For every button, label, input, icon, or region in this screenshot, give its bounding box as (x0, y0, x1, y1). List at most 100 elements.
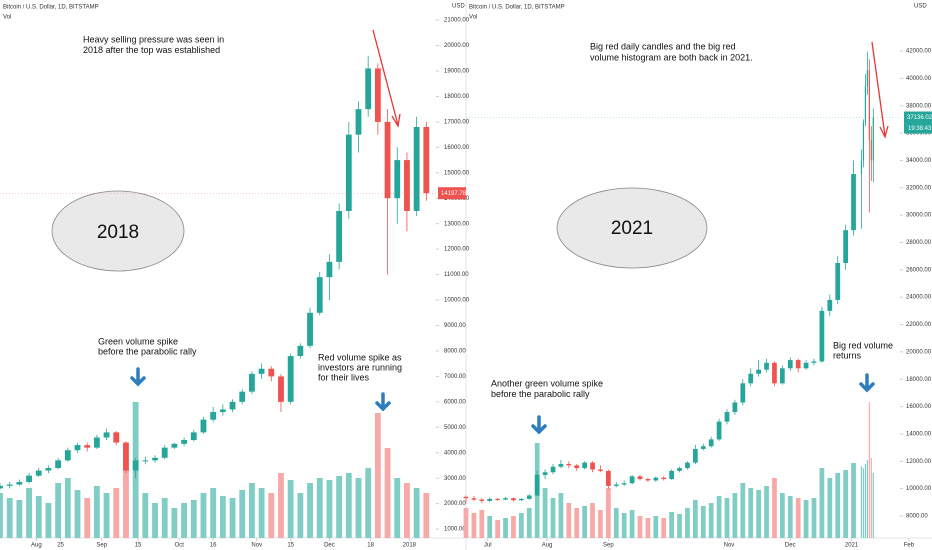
candle-body (16, 482, 23, 485)
volume-bar (26, 488, 32, 538)
candle-body (511, 498, 516, 501)
volume-bar (336, 476, 343, 538)
annotation: before the parabolic rally (491, 389, 590, 399)
x-tick-label: Nov (251, 543, 262, 549)
candle-body (558, 464, 564, 467)
candle-body (629, 476, 635, 484)
blue-arrows (130, 367, 875, 435)
candle-body (200, 419, 207, 433)
x-tick-label: Feb (904, 543, 915, 549)
candle-body (550, 466, 556, 473)
candle-body (779, 368, 785, 384)
candle-body (756, 369, 762, 374)
y-tick-label: 16000.00 (906, 404, 932, 410)
volume-bar (142, 493, 149, 538)
candle-body (872, 117, 874, 161)
year-ellipse (556, 187, 708, 269)
x-tick-label: Aug (542, 543, 553, 549)
volume-bar (772, 478, 777, 538)
volume-bar (258, 488, 265, 538)
candle-body (851, 174, 856, 231)
volume-bar (463, 508, 469, 538)
candle-body (394, 160, 401, 199)
candle-body (862, 122, 865, 161)
candle-body (598, 469, 603, 471)
volume-bar (669, 512, 675, 538)
volume-bar (590, 503, 595, 538)
volume-bar (716, 496, 722, 538)
volume-bar (249, 483, 255, 538)
volume-bar (374, 413, 381, 538)
volume-bar (605, 488, 611, 538)
volume-bar (653, 516, 659, 538)
candle-body (819, 310, 825, 362)
volume-bar (93, 486, 100, 538)
volume-bar (316, 478, 323, 538)
volume-bar (843, 470, 848, 538)
volume-bar (866, 460, 868, 538)
volume-bar (518, 513, 524, 538)
volume-label: Vol (3, 15, 11, 21)
x-tick-label: Dec (785, 543, 796, 549)
volume-bar (629, 510, 635, 538)
volume-bar (103, 493, 110, 538)
last-price-box (904, 111, 932, 124)
y-tick-label: 22000.00 (906, 322, 932, 328)
x-tick-label: 25 (57, 543, 64, 549)
x-tick-label: 18 (367, 543, 374, 549)
candle-body (866, 70, 868, 87)
candle-body (355, 109, 362, 135)
candle-body (574, 465, 580, 469)
volume-bar (542, 488, 548, 538)
volume-bar (35, 496, 42, 538)
candle-body (404, 160, 410, 211)
red-arrows (372, 29, 889, 139)
volume-bar (860, 466, 863, 538)
candle-body (336, 210, 343, 262)
y-tick-label: 2000.00 (444, 501, 466, 507)
candle-body (229, 401, 236, 410)
candle-body (613, 484, 619, 486)
candle-body (590, 462, 595, 470)
volume-bar (724, 498, 730, 538)
x-tick-label: 16 (210, 543, 217, 549)
candle-body (142, 460, 149, 462)
candle-body (835, 262, 841, 300)
volume-bar (384, 448, 391, 538)
volume-bar (487, 516, 493, 538)
volume-bar (0, 493, 3, 538)
last-price-label: 14197.78 (441, 191, 467, 197)
candle-body (566, 464, 572, 466)
y-tick-label: 12000.00 (444, 247, 470, 253)
candle-body (171, 443, 178, 448)
volume-bar (677, 514, 682, 538)
candle-body (103, 432, 110, 438)
volume-bar (239, 490, 246, 538)
candle-body (621, 483, 627, 485)
y-tick-label: 28000.00 (906, 240, 932, 246)
volume-bar (779, 493, 785, 538)
volume-bar (708, 503, 714, 538)
candle-body (787, 360, 793, 369)
annotation: Green volume spike (98, 336, 178, 346)
y-tick-label: 8000.00 (444, 349, 466, 355)
volume-bar (764, 486, 769, 538)
y-tick-label: 7000.00 (444, 374, 466, 380)
arrow (859, 373, 875, 393)
candle-body (258, 368, 265, 374)
candle-body (345, 134, 352, 211)
candle-body (287, 356, 294, 402)
y-tick-label: 40000.00 (906, 76, 932, 82)
volume-bar (355, 478, 362, 538)
volume-bar (582, 506, 588, 538)
volume-bar (55, 483, 62, 538)
candle-body (669, 470, 675, 480)
annotation: volume histogram are both back in 2021. (590, 52, 753, 62)
volume-bar (872, 473, 874, 538)
candle-body (534, 474, 540, 496)
volume-bar (732, 493, 738, 538)
candle-body (423, 126, 430, 194)
y-tick-label: 30000.00 (906, 213, 932, 219)
volume-bar (200, 493, 207, 538)
volume-bar (413, 488, 420, 538)
